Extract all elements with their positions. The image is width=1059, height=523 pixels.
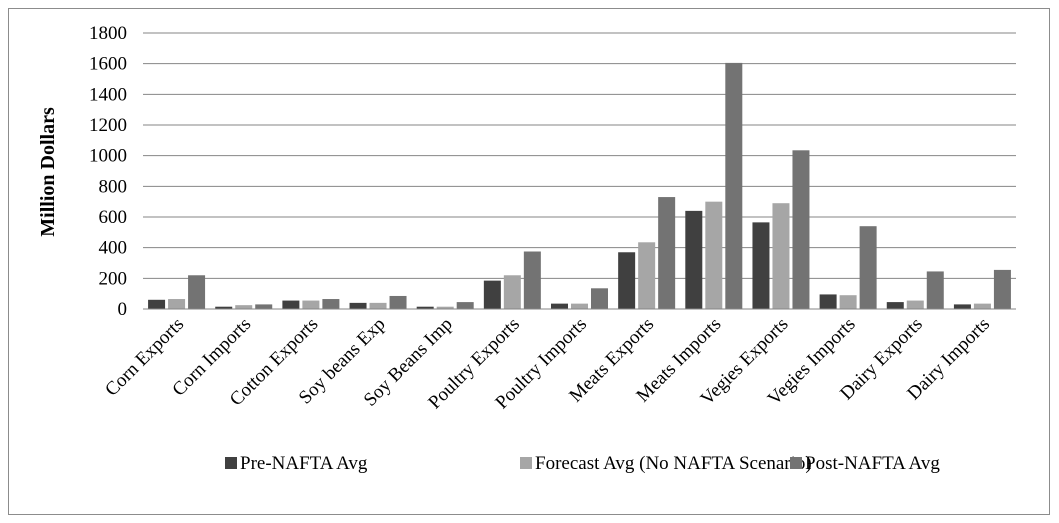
bar-post-nafta (322, 299, 340, 309)
legend-label: Pre-NAFTA Avg (240, 453, 368, 474)
bar-post-nafta (523, 251, 541, 309)
y-tick-label: 800 (99, 176, 128, 197)
bar-pre-nafta (349, 302, 367, 309)
bar-pre-nafta (282, 300, 300, 309)
bar-forecast (772, 203, 790, 309)
bar-forecast (571, 303, 588, 309)
bar-forecast (436, 306, 454, 309)
bar-forecast (839, 295, 857, 309)
bar-pre-nafta (148, 299, 166, 309)
legend-item: Pre-NAFTA Avg (225, 453, 368, 474)
bar-post-nafta (658, 197, 676, 309)
y-axis-label: Million Dollars (37, 107, 59, 237)
y-tick-label: 1200 (89, 115, 127, 136)
bar-forecast (369, 302, 387, 309)
bar-pre-nafta (752, 222, 770, 309)
bar-forecast (503, 275, 521, 309)
bar-forecast (973, 303, 991, 309)
bar-post-nafta (591, 288, 608, 309)
y-tick-label: 1400 (89, 84, 127, 105)
y-tick-label: 1800 (89, 23, 127, 44)
bar-post-nafta (456, 302, 474, 309)
bars (148, 62, 1011, 310)
legend: Pre-NAFTA Avg Forecast Avg (No NAFTA Scen… (225, 453, 940, 474)
bar-post-nafta (792, 150, 810, 309)
y-tick-labels: 0 200 400 600 800 1000 1200 1400 1600 1800 (89, 23, 127, 320)
bar-forecast (168, 299, 186, 309)
bar-pre-nafta (551, 303, 568, 309)
bar-pre-nafta (685, 210, 703, 309)
y-tick-label: 200 (99, 268, 128, 289)
y-tick-label: 600 (99, 207, 128, 228)
bar-post-nafta (725, 62, 743, 310)
y-tick-label: 0 (118, 299, 128, 320)
bar-post-nafta (255, 304, 273, 309)
legend-item: Forecast Avg (No NAFTA Scenario) (520, 453, 812, 474)
y-tick-label: 400 (99, 238, 128, 259)
bar-pre-nafta (953, 304, 971, 309)
legend-item: Post-NAFTA Avg (790, 453, 940, 474)
bar-pre-nafta (886, 302, 904, 309)
bar-forecast (906, 300, 924, 309)
bar-pre-nafta (416, 306, 434, 309)
legend-swatch (225, 457, 237, 469)
legend-swatch (790, 457, 802, 469)
bar-post-nafta (859, 226, 877, 309)
bar-pre-nafta (483, 280, 501, 309)
bar-post-nafta (926, 271, 944, 309)
bar-forecast (302, 300, 320, 309)
bar-post-nafta (188, 275, 206, 309)
legend-label: Forecast Avg (No NAFTA Scenario) (535, 453, 812, 474)
legend-label: Post-NAFTA Avg (805, 453, 940, 474)
legend-swatch (520, 457, 532, 469)
bar-post-nafta (993, 269, 1011, 309)
bar-pre-nafta (618, 252, 636, 309)
y-tick-label: 1000 (89, 146, 127, 167)
bar-forecast (638, 242, 656, 309)
bar-forecast (235, 305, 253, 309)
gridlines (143, 32, 1016, 279)
bar-forecast (705, 201, 723, 309)
bar-pre-nafta (215, 306, 233, 309)
y-tick-label: 1600 (89, 54, 127, 75)
bar-pre-nafta (819, 294, 837, 309)
bar-post-nafta (389, 295, 407, 309)
